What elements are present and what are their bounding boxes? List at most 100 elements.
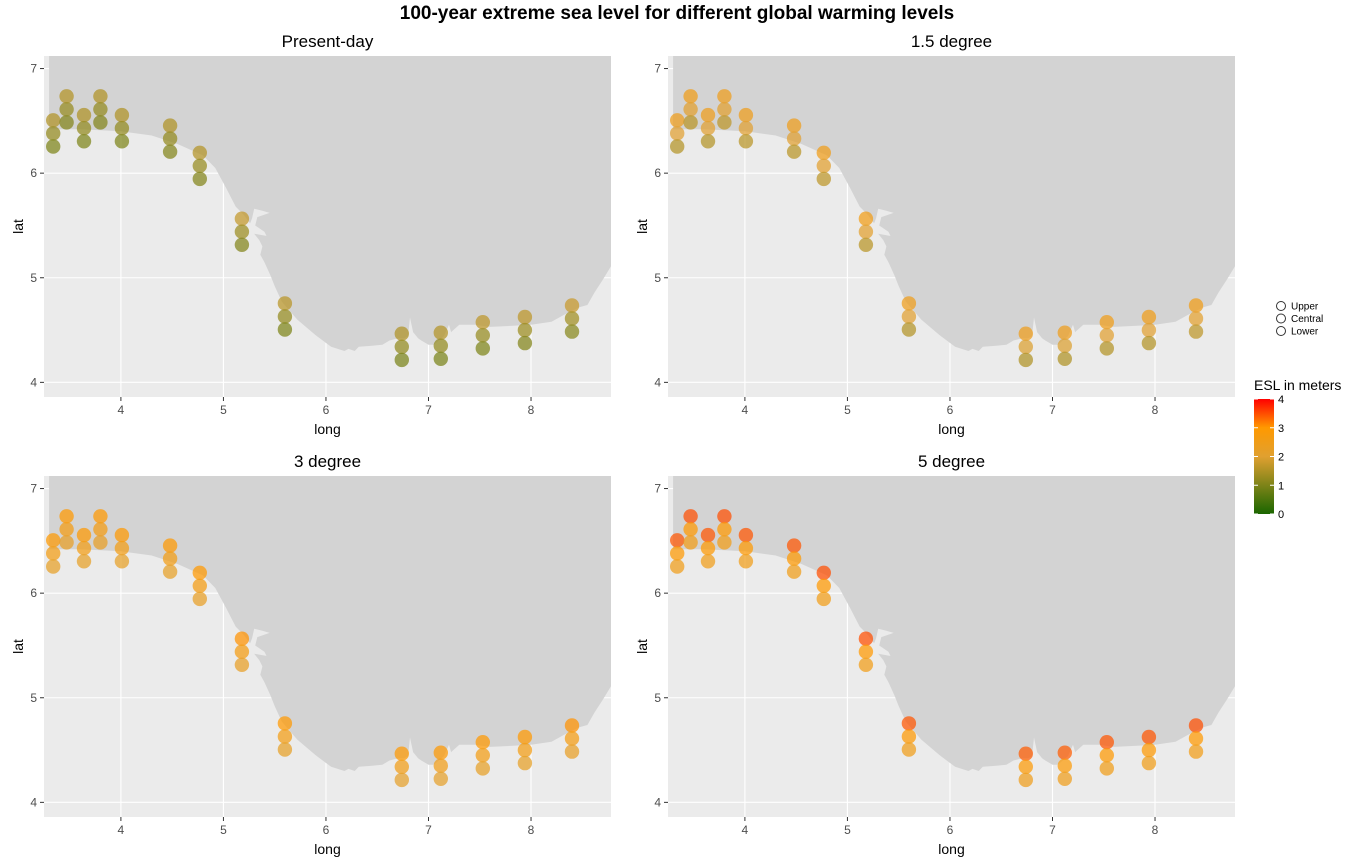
- point-upper: [717, 509, 732, 524]
- point-central: [858, 644, 874, 659]
- point-upper: [700, 107, 716, 123]
- point-lower: [394, 352, 409, 368]
- x-axis-label: long: [938, 421, 964, 437]
- point-lower: [46, 139, 61, 154]
- size-legend-key: [1276, 301, 1286, 311]
- point-lower: [786, 144, 802, 159]
- point-central: [93, 522, 108, 537]
- x-axis-label: long: [938, 841, 964, 857]
- point-central: [59, 522, 74, 537]
- point-lower: [717, 115, 732, 130]
- point-central: [683, 102, 698, 117]
- panel-title: 3 degree: [294, 452, 361, 471]
- point-central: [192, 158, 207, 173]
- point-lower: [234, 237, 250, 252]
- point-lower: [234, 657, 250, 672]
- point-upper: [700, 527, 716, 543]
- point-upper: [433, 745, 448, 760]
- point-central: [475, 328, 490, 343]
- point-upper: [277, 296, 293, 311]
- y-tick-label: 7: [654, 62, 661, 76]
- x-tick-label: 7: [425, 403, 432, 417]
- point-central: [114, 541, 130, 556]
- point-central: [76, 121, 92, 136]
- point-upper: [162, 118, 178, 133]
- point-upper: [1099, 315, 1115, 330]
- figure-title: 100-year extreme sea level for different…: [399, 3, 955, 24]
- size-legend-label: Central: [1291, 314, 1323, 325]
- y-tick-label: 4: [654, 795, 661, 809]
- point-upper: [1188, 718, 1204, 733]
- point-lower: [670, 559, 685, 574]
- y-tick-label: 4: [30, 795, 37, 809]
- point-central: [738, 121, 754, 136]
- point-upper: [858, 631, 874, 646]
- point-lower: [700, 554, 716, 569]
- point-central: [858, 224, 874, 239]
- point-lower: [1099, 341, 1115, 356]
- point-upper: [816, 565, 831, 580]
- point-lower: [192, 591, 207, 607]
- point-central: [1099, 328, 1115, 343]
- point-lower: [517, 755, 533, 771]
- point-central: [564, 731, 580, 746]
- point-upper: [93, 509, 108, 524]
- y-tick-label: 5: [30, 691, 37, 705]
- panel-title: 1.5 degree: [911, 32, 992, 51]
- point-central: [192, 578, 207, 593]
- point-lower: [683, 535, 698, 550]
- point-central: [394, 339, 409, 354]
- point-upper: [683, 89, 698, 104]
- x-tick-label: 5: [844, 403, 851, 417]
- point-central: [1188, 731, 1204, 746]
- y-tick-label: 6: [654, 166, 661, 180]
- point-upper: [1018, 326, 1033, 341]
- point-upper: [1057, 325, 1073, 340]
- point-central: [1141, 322, 1157, 338]
- point-lower: [1099, 761, 1115, 776]
- point-upper: [1141, 309, 1157, 325]
- point-lower: [475, 341, 490, 356]
- colorbar-title: ESL in meters: [1254, 377, 1341, 393]
- point-upper: [1099, 735, 1115, 750]
- x-tick-label: 6: [323, 823, 330, 837]
- point-upper: [114, 107, 130, 123]
- x-tick-label: 6: [947, 403, 954, 417]
- point-upper: [1141, 729, 1157, 745]
- point-central: [394, 759, 409, 774]
- point-upper: [738, 107, 754, 123]
- size-legend-key: [1276, 326, 1286, 336]
- point-upper: [1018, 746, 1033, 761]
- point-upper: [46, 533, 61, 548]
- colorbar-legend: ESL in meters 0 1 2 3 4: [1254, 377, 1341, 521]
- point-upper: [76, 107, 92, 123]
- x-axis-label: long: [314, 841, 340, 857]
- point-lower: [738, 554, 754, 569]
- point-central: [433, 758, 448, 773]
- panel-4: 4 5 6 7 8 4 5 6 7 long lat 5 degree: [634, 452, 1235, 857]
- point-upper: [277, 716, 293, 731]
- point-lower: [816, 171, 831, 187]
- point-lower: [700, 134, 716, 149]
- point-central: [901, 729, 917, 744]
- point-lower: [901, 742, 917, 757]
- point-upper: [46, 113, 61, 128]
- x-tick-label: 5: [220, 823, 227, 837]
- point-central: [700, 541, 716, 556]
- point-upper: [786, 118, 802, 133]
- point-upper: [394, 326, 409, 341]
- point-central: [517, 322, 533, 338]
- point-lower: [114, 554, 130, 569]
- x-tick-label: 6: [947, 823, 954, 837]
- point-lower: [162, 564, 178, 579]
- point-lower: [670, 139, 685, 154]
- land-polygon: [673, 56, 1235, 351]
- panel-3: 4 5 6 7 8 4 5 6 7 long lat 3 degree: [10, 452, 611, 857]
- point-lower: [162, 144, 178, 159]
- point-central: [683, 522, 698, 537]
- point-central: [517, 742, 533, 758]
- x-tick-label: 4: [118, 823, 125, 837]
- point-lower: [1188, 324, 1204, 339]
